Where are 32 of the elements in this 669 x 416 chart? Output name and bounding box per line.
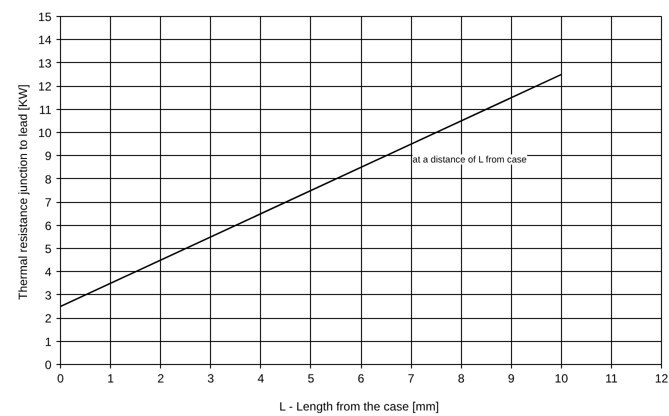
y-tick-label: 2 xyxy=(44,312,52,326)
y-tick-label: 1 xyxy=(44,334,52,349)
x-tick-label: 7 xyxy=(408,372,415,386)
y-tick-label: 7 xyxy=(44,196,52,210)
x-tick-label: 6 xyxy=(358,372,365,386)
y-tick-label: 10 xyxy=(38,126,52,140)
x-tick-label: 11 xyxy=(605,372,618,386)
x-tick-label: 0 xyxy=(57,372,64,386)
y-tick-label: 14 xyxy=(38,33,52,48)
y-tick-label: 15 xyxy=(38,10,52,24)
x-tick-label: 4 xyxy=(257,372,264,386)
x-tick-label: 9 xyxy=(508,372,515,386)
y-tick-label: 0 xyxy=(44,358,52,372)
x-tick-label: 8 xyxy=(458,372,465,386)
y-tick-label: 9 xyxy=(44,149,52,164)
x-axis-title: L - Length from the case [mm] xyxy=(279,400,439,414)
y-axis-title: Thermal resistance junction to lead [KW] xyxy=(16,84,30,300)
annotation: at a distance of L from case xyxy=(412,154,527,164)
y-tick-label: 5 xyxy=(44,242,52,256)
y-tick-label: 6 xyxy=(44,218,52,233)
y-tick-label: 12 xyxy=(38,80,52,94)
x-tick-label: 1 xyxy=(107,372,114,386)
x-tick-label: 5 xyxy=(308,372,315,386)
y-tick-label: 3 xyxy=(44,288,52,302)
y-tick-label: 4 xyxy=(44,265,52,280)
y-tick-label: 13 xyxy=(38,56,52,70)
y-tick-label: 11 xyxy=(39,102,52,117)
x-tick-label: 12 xyxy=(654,372,668,386)
x-tick-label: 10 xyxy=(554,372,568,386)
y-tick-label: 8 xyxy=(44,172,52,186)
x-tick-label: 2 xyxy=(157,372,164,386)
x-tick-label: 3 xyxy=(207,372,214,386)
